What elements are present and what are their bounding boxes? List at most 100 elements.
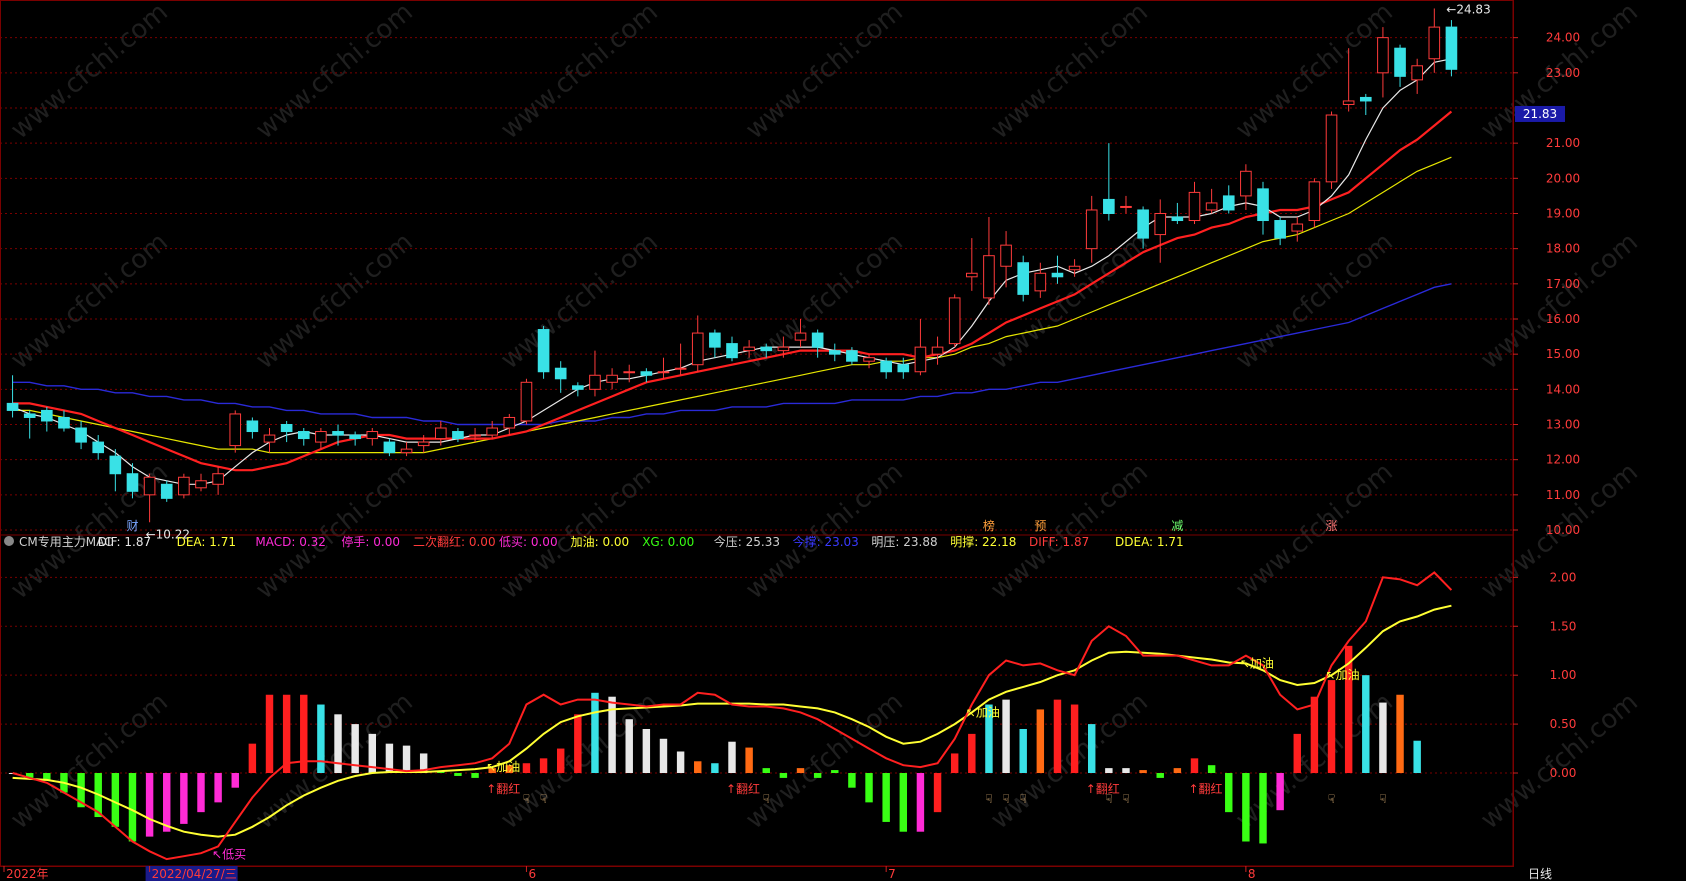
candle-body — [1137, 209, 1149, 239]
candle — [1103, 143, 1115, 221]
candle-body — [75, 427, 87, 443]
macd-bar — [762, 768, 770, 774]
candle-body — [1291, 223, 1304, 232]
macd-bar — [813, 773, 822, 778]
candle — [41, 406, 53, 432]
macd-bar — [1362, 675, 1370, 774]
candle — [160, 480, 173, 502]
macd-tick-label: 2.00 — [1550, 570, 1577, 584]
candle — [623, 364, 636, 383]
indicator-value: MACD: 0.32 — [255, 535, 326, 549]
candle-body — [160, 483, 173, 499]
macd-bar — [1088, 724, 1096, 774]
candle-body — [709, 332, 721, 348]
candle — [726, 336, 738, 362]
candle-body — [1257, 188, 1269, 222]
indicator-value: 停手: 0.00 — [341, 534, 400, 549]
watermark-text: www.cfchi.com — [1475, 687, 1644, 835]
candle-body — [554, 367, 567, 380]
macd-bar — [745, 747, 753, 774]
indicator-value: DIF: 1.87 — [98, 535, 151, 549]
candle-body — [948, 297, 961, 345]
macd-bar — [642, 728, 651, 774]
macd-bar — [1242, 773, 1250, 842]
candle — [332, 424, 344, 446]
macd-bar — [1310, 696, 1319, 774]
price-tick-label: 12.00 — [1546, 453, 1580, 467]
macd-bar — [865, 773, 873, 803]
candle — [1051, 255, 1064, 284]
price-tick-label: 19.00 — [1546, 206, 1580, 220]
candlestick-layer: ←24.83 ←10.22 — [6, 2, 1491, 541]
event-marker: 财 — [126, 519, 138, 533]
dea-line — [12, 604, 1452, 838]
candle-body — [520, 381, 533, 422]
macd-bar — [1379, 702, 1387, 774]
candle — [452, 428, 464, 443]
candle-body — [126, 473, 139, 492]
candle-body — [486, 427, 498, 436]
macd-bar — [899, 773, 908, 832]
macd-bar — [1276, 773, 1284, 811]
candle — [143, 473, 156, 523]
candle-body — [1308, 181, 1321, 222]
candle — [1445, 20, 1458, 77]
macd-bar — [882, 773, 890, 822]
indicator-value: DDEA: 1.71 — [1115, 535, 1184, 549]
candle-body — [23, 413, 36, 418]
macd-bar — [351, 724, 359, 774]
candle-body — [58, 416, 70, 429]
macd-bar — [950, 753, 959, 774]
macd-tick-label: 1.00 — [1550, 668, 1577, 682]
candle — [229, 410, 242, 453]
watermark-text: www.cfchi.com — [1230, 457, 1399, 605]
candle-body — [212, 473, 224, 485]
candle — [520, 378, 533, 425]
candle — [315, 428, 327, 450]
candle — [674, 343, 687, 376]
candle-body — [589, 374, 601, 390]
macd-bar — [556, 748, 565, 774]
signal-marker: ↑翻红 — [1086, 781, 1120, 796]
macd-bar — [1225, 773, 1233, 813]
hand-icon: ☟ — [1020, 792, 1027, 806]
ma60-line — [12, 283, 1452, 426]
candle-body — [1120, 205, 1132, 208]
watermark-text: www.cfchi.com — [1230, 227, 1399, 375]
macd-bar — [1019, 728, 1027, 774]
time-label: 7 — [888, 867, 896, 881]
candle-body — [349, 434, 361, 440]
price-tick-label: 24.00 — [1546, 31, 1580, 45]
candle — [246, 417, 259, 439]
macd-bar — [471, 773, 479, 778]
candle-body — [1445, 26, 1458, 70]
candle — [1154, 199, 1167, 263]
macd-bar — [419, 753, 428, 774]
macd-bar — [676, 751, 685, 774]
candle — [1171, 202, 1184, 225]
candle-body — [246, 420, 259, 433]
macd-bar — [128, 773, 137, 842]
indicator-value: XG: 0.00 — [642, 535, 694, 549]
candle-body — [297, 431, 310, 440]
macd-bar — [591, 692, 599, 774]
watermark-text: www.cfchi.com — [250, 457, 419, 605]
hand-icon: ☟ — [985, 792, 992, 806]
candle-body — [1085, 209, 1098, 250]
price-tick-label: 17.00 — [1546, 277, 1580, 291]
watermark-text: www.cfchi.com — [250, 227, 419, 375]
macd-bar — [488, 768, 496, 774]
candle — [554, 361, 567, 393]
candle-body — [469, 434, 481, 437]
candle — [297, 428, 310, 446]
candle — [1291, 217, 1304, 242]
low-annotation: ←10.22 — [146, 527, 190, 541]
hand-icon: ☟ — [1002, 792, 1009, 806]
candle — [1205, 188, 1218, 214]
candle — [572, 382, 584, 397]
candle-body — [1171, 216, 1184, 222]
candle-body — [41, 409, 53, 422]
candle-body — [143, 476, 156, 496]
macd-bar — [659, 738, 668, 774]
candle — [966, 238, 978, 291]
